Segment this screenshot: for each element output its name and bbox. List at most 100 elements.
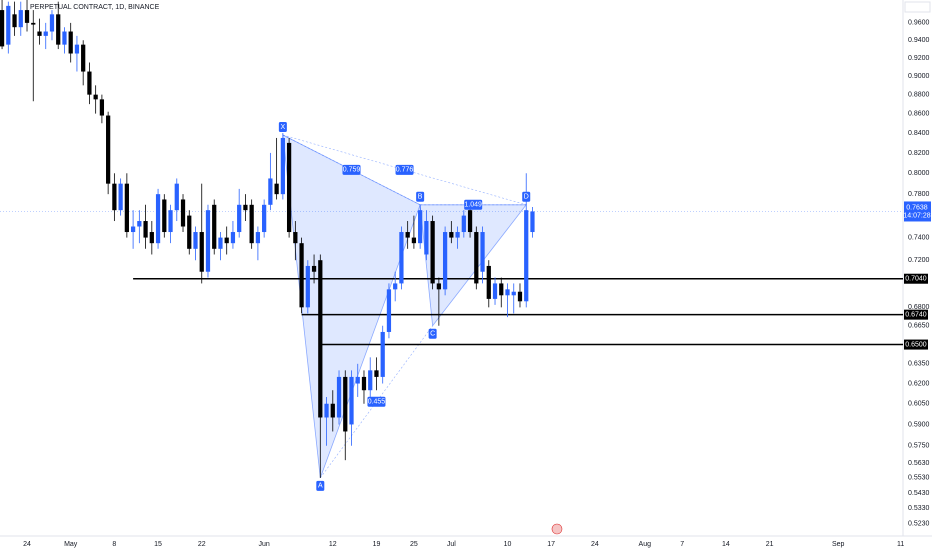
y-tick-label: 0.7800	[908, 191, 930, 198]
candle-body	[442, 232, 448, 290]
x-tick-label: 24	[591, 541, 599, 548]
candle-body	[374, 370, 379, 377]
x-tick-label: Aug	[639, 541, 652, 548]
x-tick-label: 11	[897, 541, 904, 548]
y-tick-label: 0.8800	[908, 91, 930, 98]
candle-body	[56, 14, 61, 45]
ratio-label: 0.455	[368, 399, 386, 406]
candle-body	[174, 183, 179, 211]
candle-body	[155, 194, 161, 244]
candle-body	[193, 232, 198, 249]
x-tick-label: 22	[198, 541, 206, 548]
y-tick-label: 0.9000	[908, 73, 930, 80]
ratio-box	[367, 396, 386, 407]
candle-body	[87, 71, 92, 95]
candle-body	[361, 376, 367, 391]
pattern-point-box	[278, 121, 287, 132]
ratio-label: 0.776	[396, 167, 414, 174]
candle-body	[311, 265, 317, 272]
candle-body	[424, 221, 429, 255]
candle-body	[99, 99, 105, 116]
y-tick-label: 0.5430	[908, 490, 930, 497]
axis-button[interactable]	[904, 1, 931, 13]
y-tick-label: 0.9200	[908, 55, 930, 62]
candle-body	[255, 232, 261, 244]
ratio-box	[342, 164, 361, 175]
candle-body	[343, 376, 348, 432]
x-tick-label: 25	[410, 541, 418, 548]
y-tick-label: 0.6650	[908, 323, 930, 330]
level-label-box	[904, 273, 928, 284]
x-tick-label: 17	[547, 541, 555, 548]
candle-body	[286, 142, 292, 233]
candle-body	[6, 5, 11, 45]
x-tick-label: 19	[373, 541, 381, 548]
last-price-box	[904, 201, 931, 222]
candle-body	[199, 232, 204, 272]
candle-body	[418, 210, 423, 244]
level-label: 0.6500	[905, 341, 927, 348]
ratio-label: 0.759	[343, 167, 361, 174]
candle-body	[118, 183, 123, 211]
candle-body	[81, 44, 86, 72]
candle-body	[230, 232, 236, 244]
candle-body	[305, 265, 310, 308]
candle-body	[524, 210, 529, 302]
candle-body	[324, 403, 329, 418]
y-tick-label: 0.8000	[908, 170, 930, 177]
x-tick-label: 8	[112, 541, 116, 548]
candle-body	[106, 115, 111, 184]
y-tick-label: 0.5900	[908, 421, 930, 428]
y-tick-label: 0.6800	[908, 304, 930, 311]
candle-body	[93, 94, 98, 100]
y-tick-label: 0.7400	[908, 234, 930, 241]
candle-body	[336, 376, 342, 418]
level-label: 0.7040	[905, 276, 927, 283]
candle-body	[449, 232, 454, 238]
candle-body	[124, 183, 129, 233]
level-label-box	[904, 309, 928, 320]
x-tick-label: Sep	[832, 541, 845, 548]
candle-body	[467, 210, 473, 233]
candle-body	[168, 210, 173, 233]
candle-body	[293, 232, 298, 244]
x-tick-label: 10	[504, 541, 512, 548]
y-tick-label: 0.8200	[908, 150, 930, 157]
candle-body	[530, 211, 535, 233]
candle-body	[24, 10, 30, 23]
pattern-point-box	[316, 480, 325, 491]
countdown-label: 14:07:28	[903, 212, 930, 219]
level-label-box	[904, 339, 928, 350]
candle-body	[461, 215, 466, 233]
candle-body	[62, 31, 67, 45]
candle-body	[68, 31, 73, 54]
y-tick-label: 0.5330	[908, 505, 930, 512]
candle-body	[486, 265, 491, 299]
pattern-point-label: D	[524, 194, 529, 201]
candle-body	[237, 204, 242, 233]
x-tick-label: Jun	[258, 541, 269, 548]
candle-body	[411, 237, 417, 244]
x-tick-label: 14	[722, 541, 730, 548]
x-tick-label: May	[64, 541, 78, 548]
candle-body	[274, 183, 279, 195]
candle-body	[74, 44, 80, 54]
candle-body	[12, 14, 17, 28]
x-tick-label: 12	[329, 541, 337, 548]
last-price-label: 0.7638	[906, 204, 928, 211]
chart-title: PERPETUAL CONTRACT, 1D, BINANCE	[30, 4, 160, 11]
x-tick-label: 24	[23, 541, 31, 548]
candle-body	[499, 283, 504, 296]
candle-body	[330, 403, 335, 418]
x-tick-label: 21	[766, 541, 774, 548]
candle-body	[492, 283, 498, 299]
candle-body	[436, 283, 441, 290]
candle-body	[37, 31, 42, 36]
candle-body	[249, 204, 254, 244]
candle-body	[318, 260, 323, 418]
candle-body	[218, 237, 223, 249]
candle-body	[112, 183, 117, 211]
x-tick-label: 15	[154, 541, 162, 548]
event-flag[interactable]	[551, 523, 563, 535]
